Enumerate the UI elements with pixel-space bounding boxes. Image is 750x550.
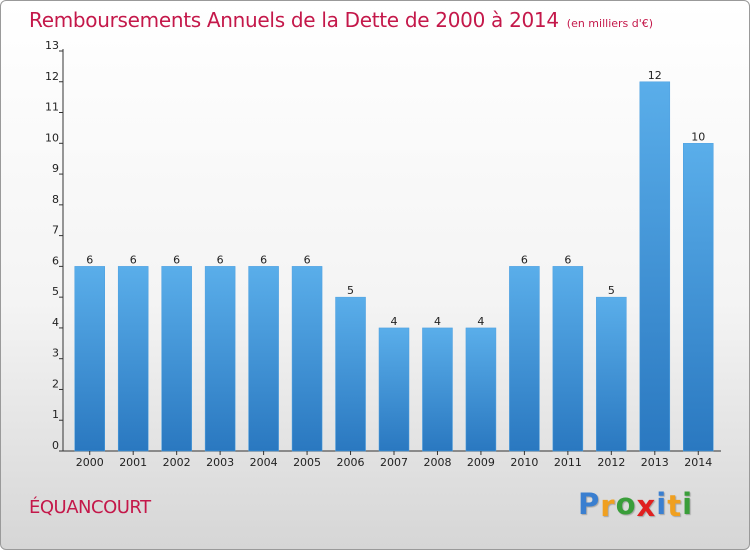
y-tick-label: 9 [52, 162, 59, 175]
x-tick-label: 2002 [163, 456, 191, 469]
bar [683, 143, 714, 452]
x-tick-label: 2010 [510, 456, 538, 469]
bar-data-label: 6 [217, 253, 224, 266]
bar-data-label: 4 [391, 315, 398, 328]
y-tick-label: 5 [52, 285, 59, 298]
x-tick-label: 2000 [76, 456, 104, 469]
bar-data-label: 4 [477, 315, 484, 328]
bar [552, 266, 584, 452]
y-tick-label: 2 [52, 377, 59, 390]
y-tick-label: 12 [45, 70, 59, 83]
bar [117, 266, 149, 452]
bar-data-label: 6 [173, 253, 180, 266]
y-tick-label: 8 [52, 193, 59, 206]
x-tick-label: 2008 [423, 456, 451, 469]
x-tick-label: 2014 [684, 456, 712, 469]
y-tick-label: 0 [52, 439, 59, 452]
bar [422, 327, 453, 452]
x-tick-label: 2012 [597, 456, 625, 469]
x-tick-label: 2007 [380, 456, 408, 469]
bar [378, 327, 410, 452]
bar [161, 266, 192, 452]
bar-data-label: 10 [691, 130, 705, 143]
bar-data-label: 4 [434, 315, 441, 328]
x-tick-label: 2009 [467, 456, 495, 469]
bar-data-label: 5 [608, 284, 615, 297]
bar [204, 266, 236, 452]
y-tick-label: 4 [52, 316, 59, 329]
y-tick-label: 1 [52, 408, 59, 421]
bar-data-label: 6 [260, 253, 267, 266]
y-tick-label: 10 [45, 131, 59, 144]
proxiti-logo: Proxiti [578, 487, 694, 523]
logo-letter: r [600, 489, 616, 523]
logo-letter: o [615, 487, 637, 521]
bar-data-label: 6 [564, 253, 571, 266]
y-tick-label: 11 [45, 101, 59, 114]
logo-letter: t [667, 489, 683, 523]
y-tick-label: 13 [45, 39, 59, 52]
x-tick-label: 2001 [119, 456, 147, 469]
bar-data-label: 12 [648, 69, 662, 82]
x-tick-label: 2013 [641, 456, 669, 469]
bar [248, 266, 279, 452]
bar [596, 296, 627, 452]
x-tick-label: 2003 [206, 456, 234, 469]
x-tick-label: 2005 [293, 456, 321, 469]
logo-letter: x [636, 489, 657, 523]
y-tick-label: 3 [52, 347, 59, 360]
bar-data-label: 5 [347, 284, 354, 297]
bar [335, 296, 366, 452]
y-tick-label: 7 [52, 224, 59, 237]
chart-title: Remboursements Annuels de la Dette de 20… [29, 8, 653, 32]
x-tick-label: 2006 [337, 456, 365, 469]
chart-title-text: Remboursements Annuels de la Dette de 20… [29, 8, 559, 32]
logo-letter: i [682, 487, 694, 521]
bar [509, 266, 540, 452]
logo-letter: P [578, 487, 601, 521]
x-tick-label: 2011 [554, 456, 582, 469]
bar [639, 81, 671, 452]
x-tick-label: 2004 [250, 456, 278, 469]
bar [291, 266, 323, 452]
bar-data-label: 6 [130, 253, 137, 266]
place-name: ÉQUANCOURT [29, 497, 151, 518]
bar-data-label: 6 [304, 253, 311, 266]
bar-data-label: 6 [521, 253, 528, 266]
y-tick-label: 6 [52, 254, 59, 267]
bar [465, 327, 497, 452]
bar [74, 266, 105, 452]
chart-subtitle: (en milliers d'€) [566, 17, 654, 30]
bar-data-label: 6 [86, 253, 93, 266]
logo-letter: i [656, 487, 668, 521]
